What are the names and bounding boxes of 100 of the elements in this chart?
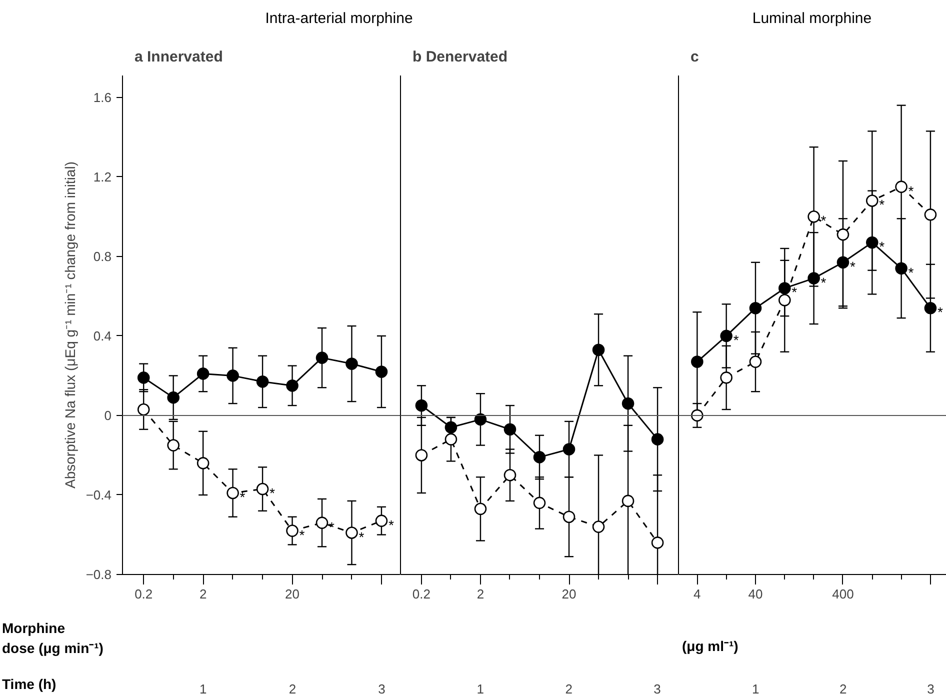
point [286, 379, 298, 392]
point [316, 352, 328, 364]
data-label: * [792, 284, 798, 300]
point [533, 451, 546, 464]
point [749, 302, 762, 314]
point [808, 210, 820, 223]
point [836, 256, 850, 269]
point [444, 421, 458, 434]
y-tick-label: 1.6 [93, 90, 112, 105]
point [226, 370, 239, 382]
y-axis-title: Absorptive Na flux (μEq g⁻¹ min⁻¹ change from initial) [62, 162, 78, 488]
x2-tick-label: 3 [927, 682, 934, 696]
point [346, 526, 358, 539]
point [256, 376, 269, 388]
point [622, 397, 634, 410]
chart-subtitle: Luminal morphine [751, 9, 873, 29]
point [474, 502, 487, 516]
data-label: * [733, 332, 740, 348]
data-label: * [908, 264, 914, 280]
chart-subtitle: Intra-arterial morphine [264, 9, 414, 29]
point [137, 403, 150, 416]
x2-tick-label: 1 [476, 682, 484, 696]
point [749, 356, 762, 368]
point [504, 423, 516, 436]
point [866, 194, 878, 207]
chart-title: c [690, 48, 699, 66]
data-label: * [908, 182, 914, 199]
y-tick-label: 0.4 [93, 328, 112, 344]
x-tick-label: 2 [476, 586, 484, 602]
point [415, 449, 428, 462]
point [778, 294, 791, 306]
point [720, 330, 732, 342]
point [562, 443, 576, 456]
point [924, 208, 937, 221]
point [691, 356, 704, 368]
point [924, 302, 937, 314]
point [562, 510, 576, 523]
x2-axis-title: Time (h) [1, 675, 58, 694]
point [895, 262, 908, 274]
x-tick-label: 20 [562, 586, 576, 602]
point [137, 372, 150, 384]
point [651, 536, 664, 549]
point [592, 344, 605, 356]
point [622, 494, 634, 508]
point [346, 358, 358, 370]
data-label: * [240, 488, 246, 505]
point [286, 524, 298, 537]
point [474, 413, 487, 426]
data-label: * [299, 526, 306, 543]
x-axis-title: (μg ml⁻¹) [681, 637, 740, 656]
point [256, 482, 269, 496]
chart-title: b Denervated [412, 48, 508, 66]
x2-tick-label: 2 [288, 682, 296, 696]
x-tick-label: 2 [199, 586, 207, 602]
point [316, 516, 328, 529]
x-tick-label: 400 [832, 586, 854, 602]
x2-tick-label: 2 [840, 682, 847, 696]
point [226, 486, 239, 500]
y-tick-label: 0 [104, 408, 112, 423]
x-tick-label: 20 [285, 586, 300, 602]
point [533, 496, 546, 510]
point [866, 236, 878, 249]
y-tick-label: 0.8 [93, 248, 112, 264]
point [196, 457, 210, 470]
x-axis-title: Morphine dose (μg min⁻¹) [1, 619, 104, 658]
point [592, 520, 605, 533]
point [651, 433, 664, 446]
point [778, 282, 791, 294]
data-label: * [850, 258, 856, 274]
data-label: * [879, 196, 886, 213]
data-label: * [270, 485, 276, 502]
x2-tick-label: 2 [565, 682, 572, 696]
chart-title: a Innervated [134, 48, 223, 66]
x2-tick-label: 3 [654, 682, 661, 696]
data-label: * [388, 516, 394, 533]
point [504, 468, 516, 482]
data-label: * [879, 238, 886, 254]
x2-tick-label: 1 [752, 682, 760, 696]
data-label: * [820, 212, 827, 229]
x-tick-label: 40 [748, 586, 763, 602]
point [720, 372, 732, 384]
point [375, 366, 388, 378]
point [167, 439, 180, 452]
point [836, 228, 850, 241]
point [895, 180, 908, 193]
point [444, 433, 458, 446]
point [167, 391, 180, 404]
y-tick-label: −0.4 [86, 487, 112, 502]
data-label: * [937, 304, 944, 320]
y-tick-label: 1.2 [93, 169, 112, 184]
point [808, 272, 820, 284]
data-label: * [820, 274, 827, 290]
point [196, 368, 210, 380]
x2-tick-label: 3 [378, 682, 386, 696]
y-tick-label: −0.8 [86, 567, 112, 582]
point [415, 399, 428, 412]
x-tick-label: 4 [694, 586, 701, 602]
x-tick-label: 0.2 [134, 586, 153, 602]
data-label: * [358, 528, 365, 545]
x-tick-label: 0.2 [412, 586, 430, 602]
